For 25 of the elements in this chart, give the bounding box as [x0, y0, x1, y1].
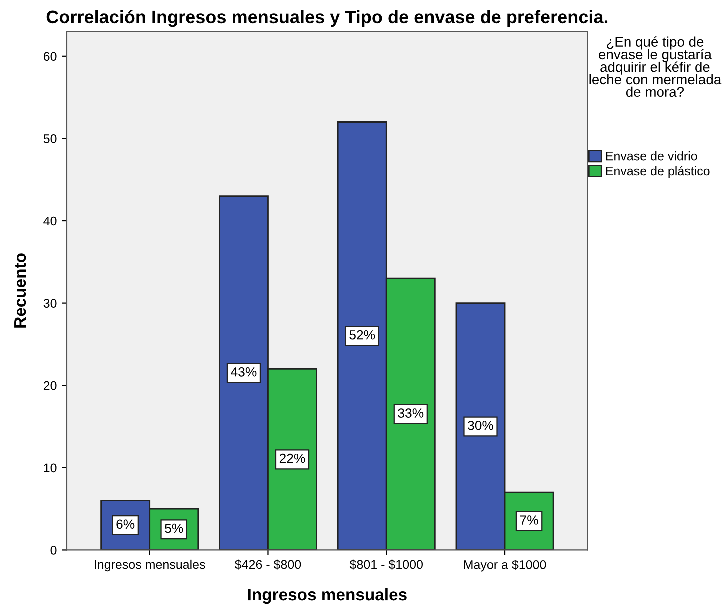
y-axis-title: Recuento — [14, 254, 26, 328]
y-tick-label: 10 — [44, 464, 57, 473]
x-tick-label: Ingresos mensuales — [95, 560, 206, 572]
legend-label: Envase de vidrio — [606, 152, 698, 161]
x-axis-title: Ingresos mensuales — [248, 588, 407, 604]
y-tick-label: 0 — [50, 546, 57, 555]
chart-title: Correlación Ingresos mensuales y Tipo de envase de preferencia. — [46, 10, 608, 28]
data-label: 22% — [280, 454, 306, 464]
legend-label: Envase de plástico — [606, 166, 710, 178]
data-label: 33% — [398, 408, 424, 418]
data-label: 6% — [116, 520, 135, 530]
data-label: 30% — [468, 420, 494, 430]
y-tick-label: 60 — [44, 52, 57, 62]
y-tick-label: 40 — [44, 216, 57, 226]
data-label: 5% — [165, 524, 184, 534]
data-label: 52% — [350, 330, 376, 340]
data-label: 7% — [520, 516, 538, 525]
y-tick-label: 30 — [44, 299, 57, 308]
y-tick-label: 50 — [44, 134, 57, 144]
x-tick-label: $426 - $800 — [235, 560, 302, 570]
y-tick-label: 20 — [44, 381, 57, 390]
x-tick-label: $801 - $1000 — [350, 560, 423, 570]
x-tick-label: Mayor a $1000 — [464, 560, 546, 572]
legend-title: ¿En qué tipo de envase le gustaría adquirir el kéfir de leche con mermelada de mora? — [590, 36, 722, 98]
data-label: 43% — [231, 367, 257, 377]
